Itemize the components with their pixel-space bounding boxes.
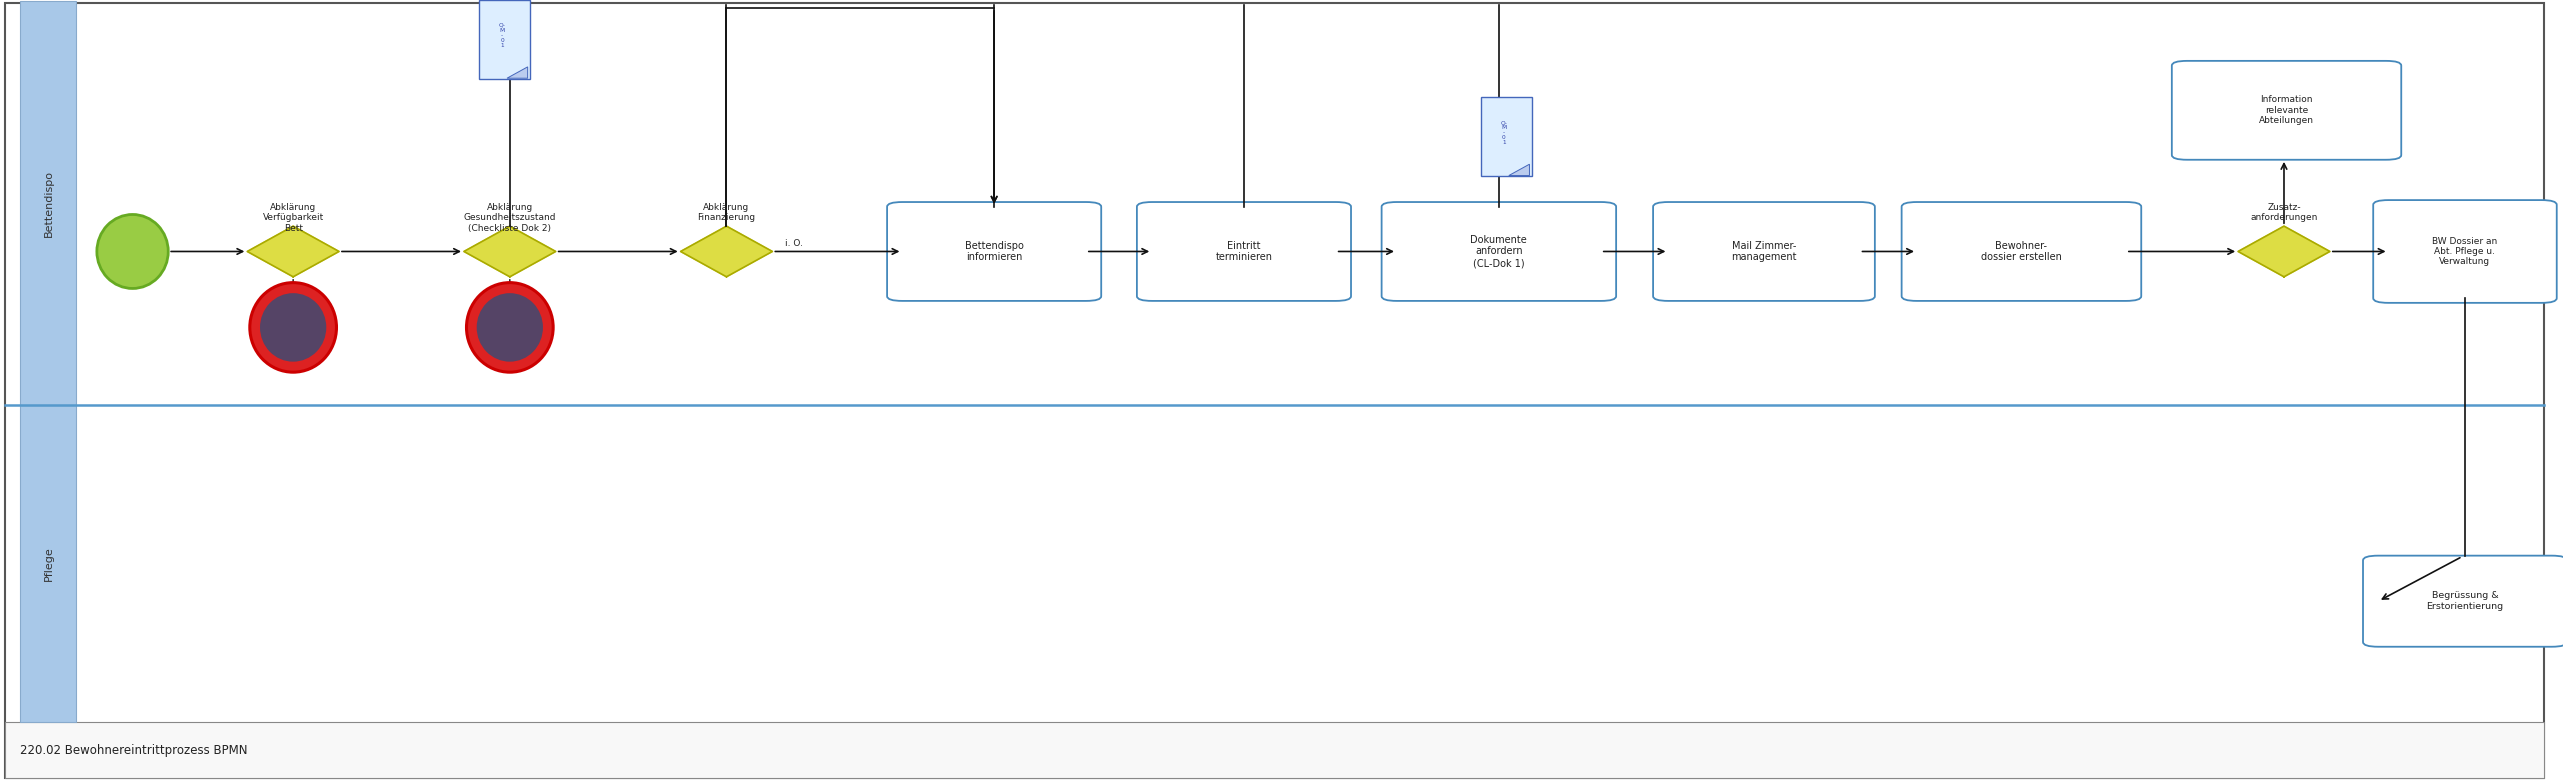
FancyBboxPatch shape: [2373, 200, 2558, 303]
Polygon shape: [246, 226, 338, 277]
FancyBboxPatch shape: [2363, 555, 2563, 647]
Text: Begrüssung &
Erstorientierung: Begrüssung & Erstorientierung: [2427, 591, 2504, 611]
Text: Mail Zimmer-
management: Mail Zimmer- management: [1730, 241, 1797, 262]
FancyBboxPatch shape: [5, 722, 2545, 778]
Polygon shape: [464, 226, 556, 277]
FancyBboxPatch shape: [2171, 61, 2402, 160]
FancyBboxPatch shape: [1653, 202, 1876, 301]
Text: Zusatz-
anforderungen: Zusatz- anforderungen: [2250, 203, 2317, 222]
Text: BW Dossier an
Abt. Pflege u.
Verwaltung: BW Dossier an Abt. Pflege u. Verwaltung: [2432, 236, 2496, 267]
FancyBboxPatch shape: [1138, 202, 1351, 301]
Ellipse shape: [97, 215, 169, 289]
FancyBboxPatch shape: [479, 0, 531, 79]
Text: i. O.: i. O.: [784, 239, 802, 248]
Polygon shape: [2237, 226, 2330, 277]
Text: Abklärung
Finanzierung: Abklärung Finanzierung: [697, 203, 756, 222]
Ellipse shape: [259, 293, 326, 362]
FancyBboxPatch shape: [1381, 202, 1617, 301]
Text: Information
relevante
Abteilungen: Information relevante Abteilungen: [2258, 95, 2314, 126]
Text: Bettendispo
informieren: Bettendispo informieren: [964, 241, 1023, 262]
Text: Q-
M
-
0
1: Q- M - 0 1: [500, 23, 505, 48]
Text: Eintritt
terminieren: Eintritt terminieren: [1215, 241, 1271, 262]
Text: Bewohner-
dossier erstellen: Bewohner- dossier erstellen: [1981, 241, 2061, 262]
Ellipse shape: [477, 293, 543, 362]
Ellipse shape: [249, 282, 336, 372]
Text: Abklärung
Verfügbarkeit
Bett: Abklärung Verfügbarkeit Bett: [261, 203, 323, 232]
Text: Bettendispo: Bettendispo: [44, 169, 54, 236]
Text: Q-
M
-
0
1: Q- M - 0 1: [1499, 120, 1507, 145]
Polygon shape: [1510, 165, 1530, 176]
FancyBboxPatch shape: [887, 202, 1102, 301]
Polygon shape: [682, 226, 771, 277]
Text: 220.02 Bewohnereintrittprozess BPMN: 220.02 Bewohnereintrittprozess BPMN: [21, 744, 249, 757]
FancyBboxPatch shape: [21, 405, 77, 722]
Polygon shape: [507, 67, 528, 78]
FancyBboxPatch shape: [5, 3, 2545, 778]
FancyBboxPatch shape: [1481, 97, 1533, 176]
FancyBboxPatch shape: [1902, 202, 2140, 301]
FancyBboxPatch shape: [21, 2, 77, 405]
Ellipse shape: [466, 282, 554, 372]
Text: Dokumente
anfordern
(CL-Dok 1): Dokumente anfordern (CL-Dok 1): [1471, 235, 1528, 268]
Text: Abklärung
Gesundheitszustand
(Checkliste Dok 2): Abklärung Gesundheitszustand (Checkliste…: [464, 203, 556, 232]
Text: Pflege: Pflege: [44, 546, 54, 580]
